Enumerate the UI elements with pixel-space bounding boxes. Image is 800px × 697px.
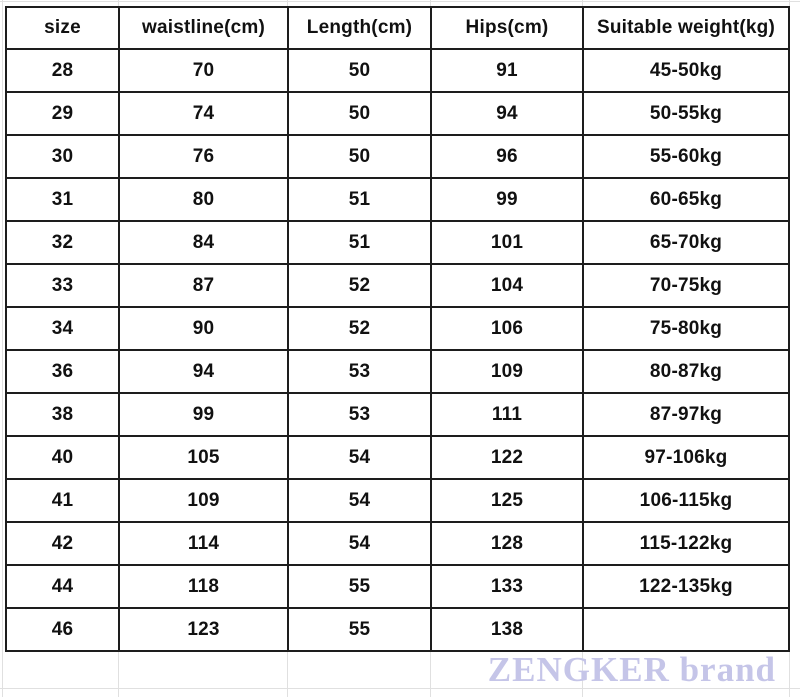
table-cell: 52	[287, 263, 432, 308]
table-cell: 101	[430, 220, 584, 265]
table-cell: 40	[5, 435, 120, 480]
size-table-body: 28 70 50 91 45-50kg 29 74 50 94 50-55kg 30 76 50 96 55…	[5, 48, 790, 652]
table-cell: 55	[287, 607, 432, 652]
table-cell: 106-115kg	[582, 478, 790, 523]
table-cell: 36	[5, 349, 120, 394]
table-cell: 123	[118, 607, 289, 652]
table-cell: 97-106kg	[582, 435, 790, 480]
table-cell: 138	[430, 607, 584, 652]
table-cell: 55	[287, 564, 432, 609]
table-cell: 31	[5, 177, 120, 222]
column-header: size	[5, 6, 120, 50]
table-cell: 60-65kg	[582, 177, 790, 222]
table-cell: 133	[430, 564, 584, 609]
column-header: Suitable weight(kg)	[582, 6, 790, 50]
table-cell: 28	[5, 48, 120, 93]
table-row: 46 123 55 138	[5, 607, 790, 652]
spreadsheet-gridline	[0, 1, 800, 2]
table-cell: 94	[118, 349, 289, 394]
table-cell: 55-60kg	[582, 134, 790, 179]
table-cell: 53	[287, 349, 432, 394]
table-cell: 29	[5, 91, 120, 136]
table-row: 31 80 51 99 60-65kg	[5, 177, 790, 222]
table-cell: 32	[5, 220, 120, 265]
table-row: 40 105 54 122 97-106kg	[5, 435, 790, 480]
table-row: 28 70 50 91 45-50kg	[5, 48, 790, 93]
table-cell: 33	[5, 263, 120, 308]
table-cell: 94	[430, 91, 584, 136]
table-cell: 50	[287, 91, 432, 136]
column-header: waistline(cm)	[118, 6, 289, 50]
table-cell: 70	[118, 48, 289, 93]
table-cell: 80-87kg	[582, 349, 790, 394]
table-cell: 128	[430, 521, 584, 566]
table-cell: 106	[430, 306, 584, 351]
table-cell: 125	[430, 478, 584, 523]
table-cell: 111	[430, 392, 584, 437]
table-row: 29 74 50 94 50-55kg	[5, 91, 790, 136]
table-cell: 104	[430, 263, 584, 308]
table-cell: 105	[118, 435, 289, 480]
table-cell: 75-80kg	[582, 306, 790, 351]
table-cell: 54	[287, 435, 432, 480]
table-header-row: size waistline(cm) Length(cm) Hips(cm) Suita…	[5, 6, 790, 50]
table-cell: 87	[118, 263, 289, 308]
table-cell: 122	[430, 435, 584, 480]
table-cell: 80	[118, 177, 289, 222]
column-header: Length(cm)	[287, 6, 432, 50]
table-cell: 54	[287, 521, 432, 566]
table-row: 33 87 52 104 70-75kg	[5, 263, 790, 308]
table-cell: 109	[118, 478, 289, 523]
table-cell: 50	[287, 134, 432, 179]
table-cell: 122-135kg	[582, 564, 790, 609]
table-cell: 38	[5, 392, 120, 437]
table-row: 44 118 55 133 122-135kg	[5, 564, 790, 609]
table-cell: 45-50kg	[582, 48, 790, 93]
spreadsheet-gridline	[2, 0, 3, 697]
table-cell: 96	[430, 134, 584, 179]
table-cell: 109	[430, 349, 584, 394]
table-cell: 76	[118, 134, 289, 179]
table-cell: 52	[287, 306, 432, 351]
table-row: 38 99 53 111 87-97kg	[5, 392, 790, 437]
table-cell: 41	[5, 478, 120, 523]
table-cell: 44	[5, 564, 120, 609]
table-row: 41 109 54 125 106-115kg	[5, 478, 790, 523]
table-cell: 65-70kg	[582, 220, 790, 265]
table-cell	[582, 607, 790, 652]
table-cell: 84	[118, 220, 289, 265]
table-cell: 50-55kg	[582, 91, 790, 136]
table-cell: 87-97kg	[582, 392, 790, 437]
table-row: 30 76 50 96 55-60kg	[5, 134, 790, 179]
table-cell: 99	[430, 177, 584, 222]
table-cell: 42	[5, 521, 120, 566]
table-row: 42 114 54 128 115-122kg	[5, 521, 790, 566]
column-header: Hips(cm)	[430, 6, 584, 50]
table-row: 32 84 51 101 65-70kg	[5, 220, 790, 265]
table-cell: 90	[118, 306, 289, 351]
table-cell: 53	[287, 392, 432, 437]
size-table: size waistline(cm) Length(cm) Hips(cm) Suita…	[5, 6, 790, 652]
table-cell: 50	[287, 48, 432, 93]
table-cell: 51	[287, 220, 432, 265]
table-cell: 70-75kg	[582, 263, 790, 308]
table-cell: 91	[430, 48, 584, 93]
table-cell: 30	[5, 134, 120, 179]
table-cell: 118	[118, 564, 289, 609]
table-cell: 115-122kg	[582, 521, 790, 566]
table-cell: 51	[287, 177, 432, 222]
table-row: 36 94 53 109 80-87kg	[5, 349, 790, 394]
spreadsheet-gridline	[0, 688, 800, 689]
table-cell: 74	[118, 91, 289, 136]
table-row: 34 90 52 106 75-80kg	[5, 306, 790, 351]
table-cell: 34	[5, 306, 120, 351]
table-cell: 54	[287, 478, 432, 523]
table-cell: 46	[5, 607, 120, 652]
size-table-header: size waistline(cm) Length(cm) Hips(cm) Suita…	[5, 6, 790, 50]
table-cell: 114	[118, 521, 289, 566]
brand-watermark: ZENGKER brand	[487, 650, 776, 689]
table-cell: 99	[118, 392, 289, 437]
